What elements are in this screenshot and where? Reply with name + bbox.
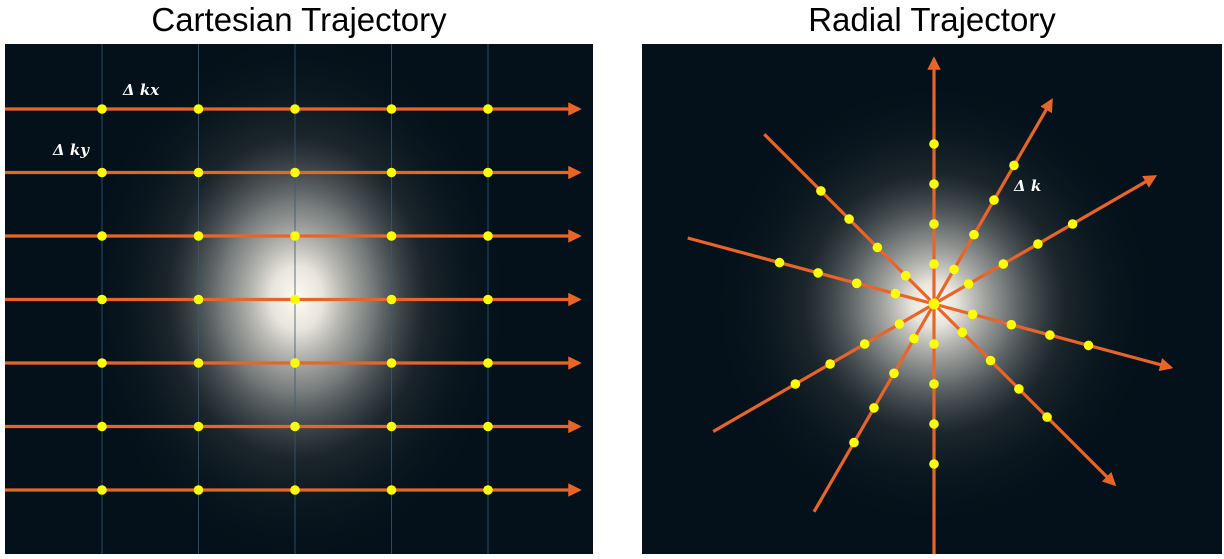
sample-point [989,195,999,205]
sample-point [967,309,978,320]
sample-point [290,485,300,495]
sample-point [97,104,107,114]
sample-point [97,485,107,495]
sample-point [483,167,493,178]
sample-point [929,339,939,349]
sample-point [483,231,493,241]
sample-point [386,358,397,368]
sample-point [386,294,397,305]
sample-point [872,242,883,253]
sample-point [909,333,919,344]
sample-point [929,259,939,269]
cartesian-diagram: Δ kx Δ ky [5,44,593,554]
sample-point [1083,340,1094,351]
sample-point [290,421,300,432]
sample-point [998,259,1009,269]
sample-point [193,104,204,114]
sample-point [844,214,854,224]
radial-panel: Δ k [642,44,1222,554]
sample-point [985,355,996,366]
sample-point [790,379,801,389]
sample-point [97,294,107,305]
sample-point [97,167,107,178]
sample-point [290,104,300,114]
sample-point [193,294,204,305]
sample-point [386,485,397,495]
sample-point [483,485,493,495]
delta-kx-label: Δ kx [122,81,160,99]
sample-point [963,279,974,289]
sample-point [290,231,300,241]
sample-point [849,437,859,448]
sample-point [290,167,300,178]
radial-sample-points [774,139,1094,469]
sample-point [929,139,939,149]
sample-point [1009,160,1019,171]
sample-point [859,339,870,349]
sample-point [969,229,979,240]
sample-point [813,268,823,278]
sample-point [290,294,300,305]
sample-point [929,219,939,229]
sample-point [97,358,107,368]
sample-point [869,403,879,413]
sample-point [97,421,107,432]
sample-point [929,459,939,469]
sample-point [483,358,493,368]
sample-point [193,485,204,495]
sample-point [1033,239,1043,249]
sample-point [1045,330,1055,340]
sample-point [483,421,493,432]
sample-point [851,278,862,289]
sample-point [1006,319,1017,330]
sample-point [193,421,204,432]
sample-point [386,167,397,178]
sample-point [483,104,493,114]
sample-point [386,421,397,432]
sample-point [483,294,493,305]
sample-point [193,167,204,178]
sample-point [1014,384,1024,394]
sample-point [774,257,785,268]
sample-point [825,359,835,369]
cartesian-panel: Δ kx Δ ky [5,44,593,554]
cartesian-title: Cartesian Trajectory [151,1,447,38]
sample-point [193,231,204,241]
sample-point [929,379,939,389]
sample-point [894,319,905,329]
center-sample-point [928,298,940,310]
sample-point [1042,412,1052,422]
sample-point [900,270,911,281]
sample-point [193,358,204,368]
radial-diagram: Δ k [642,44,1222,554]
radial-title: Radial Trajectory [808,1,1056,38]
sample-point [929,419,939,429]
delta-k-label: Δ k [1013,177,1041,195]
sample-point [386,104,397,114]
sample-point [957,327,968,338]
sample-point [889,368,899,379]
delta-ky-label: Δ ky [52,141,90,159]
sample-point [290,358,300,368]
sample-point [929,179,939,189]
sample-point [386,231,397,241]
sample-point [816,186,826,196]
sample-point [97,231,107,241]
sample-point [890,288,901,299]
sample-point [1067,219,1078,229]
sample-point [949,264,959,275]
cartesian-sample-points [97,104,493,495]
